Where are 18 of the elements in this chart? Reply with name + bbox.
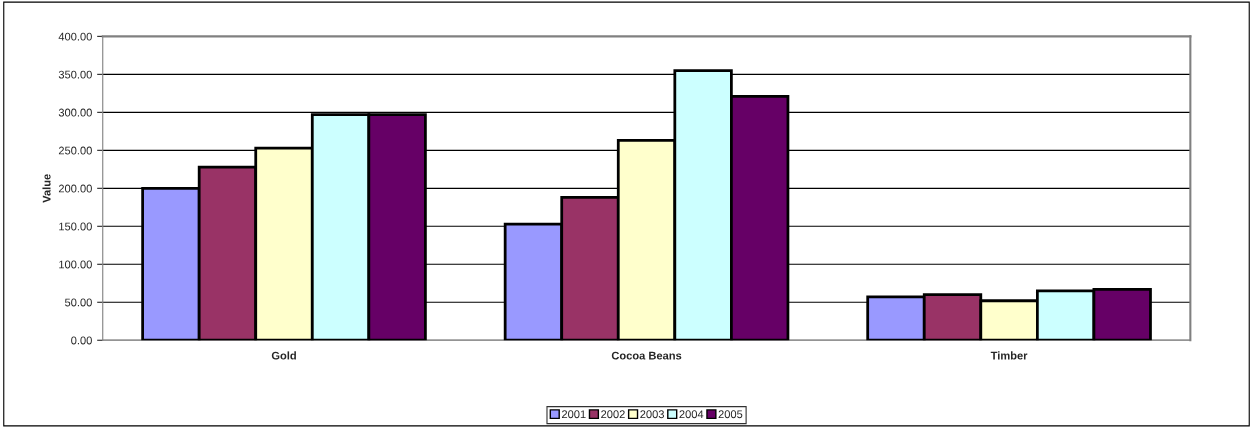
y-axis-title: Value [42,174,51,203]
x-tick-label: Cocoa Beans [611,351,682,360]
y-tick-label: 0.00 [71,336,92,345]
legend-label: 2001 [561,410,586,419]
y-tick-label: 150.00 [59,222,92,231]
y-tick-label: 250.00 [58,146,92,155]
legend-label: 2003 [640,410,664,419]
x-tick-label: Timber [990,351,1028,360]
y-tick-label: 200.00 [58,184,92,193]
y-tick-label: 50.00 [64,298,92,307]
y-tick-label: 100.00 [59,260,92,269]
x-tick-label: Gold [271,351,296,360]
legend-label: 2002 [601,410,625,419]
y-tick-label: 350.00 [58,70,92,79]
legend-label: 2004 [679,410,704,419]
legend-label: 2005 [718,410,743,419]
y-tick-label: 400.00 [58,32,92,41]
y-tick-label: 300.00 [58,108,92,117]
